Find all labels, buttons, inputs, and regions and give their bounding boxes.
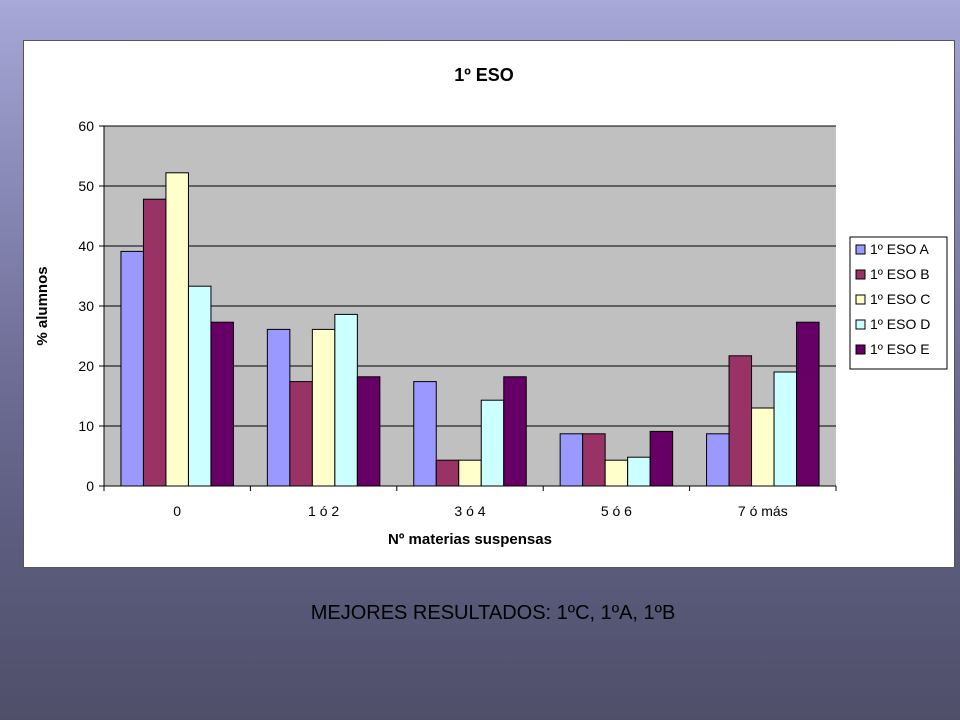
bar (311, 328, 336, 487)
bar (165, 172, 189, 487)
legend-swatch (855, 269, 866, 280)
y-tick-label: 50 (78, 178, 94, 194)
bar (187, 285, 212, 487)
legend-box (849, 236, 948, 370)
bar (120, 250, 144, 487)
bar (480, 399, 505, 487)
bar (728, 355, 753, 487)
legend-swatch (855, 319, 866, 330)
bar (435, 459, 460, 487)
legend-swatch (855, 294, 866, 305)
legend-swatch (855, 344, 866, 355)
bar (289, 381, 313, 487)
x-tick-label: 0 (173, 503, 181, 519)
x-tick-label: 1 ó 2 (308, 503, 339, 519)
bar (413, 381, 437, 487)
legend-label: 1º ESO E (870, 341, 930, 357)
legend-swatch (855, 244, 866, 255)
legend-label: 1º ESO A (870, 241, 929, 257)
chart-frame: 0 10 20 30 40 50 60 0 1 ó 2 3 ó 4 5 ó 6 7 ó más 1º… (23, 40, 955, 568)
bar (649, 430, 674, 487)
bar (627, 456, 651, 487)
y-tick-label: 40 (78, 238, 94, 254)
x-tick-label: 3 ó 4 (454, 503, 485, 519)
bar (751, 407, 775, 487)
legend-label: 1º ESO C (870, 291, 930, 307)
chart-title: 1º ESO (454, 65, 514, 85)
bar (582, 433, 606, 487)
bar (503, 376, 527, 487)
y-tick-labels: 0 10 20 30 40 50 60 (78, 118, 104, 494)
x-tick-label: 5 ó 6 (601, 503, 632, 519)
caption-text: MEJORES RESULTADOS: 1ºC, 1ºA, 1ºB (310, 602, 676, 624)
bar (706, 433, 730, 487)
bar (604, 459, 629, 487)
bar (142, 198, 167, 487)
bar (796, 321, 820, 487)
bars (120, 172, 820, 487)
bar (210, 321, 234, 487)
bar (266, 328, 291, 487)
bar (773, 371, 798, 487)
results-caption: MEJORES RESULTADOS: 1ºC, 1ºA, 1ºB (0, 602, 960, 625)
bar (559, 433, 584, 487)
legend-label: 1º ESO D (870, 316, 930, 332)
y-tick-label: 10 (78, 418, 94, 434)
y-tick-label: 60 (78, 118, 94, 134)
y-axis-label: % alumnos (34, 266, 51, 345)
bar (356, 376, 381, 487)
bar (334, 313, 358, 487)
y-tick-label: 30 (78, 298, 94, 314)
y-tick-label: 0 (86, 478, 94, 494)
x-axis-label: Nº materias suspensas (388, 531, 552, 548)
legend-label: 1º ESO B (870, 266, 930, 282)
x-tick-labels: 0 1 ó 2 3 ó 4 5 ó 6 7 ó más (103, 486, 837, 519)
x-tick-label: 7 ó más (738, 503, 788, 519)
bar (458, 459, 482, 487)
y-tick-label: 20 (78, 358, 94, 374)
bar-chart: 0 10 20 30 40 50 60 0 1 ó 2 3 ó 4 5 ó 6 7 ó más 1º… (34, 65, 948, 548)
legend: 1º ESO A 1º ESO B 1º ESO C 1º ESO D 1º ESO E (849, 236, 948, 370)
